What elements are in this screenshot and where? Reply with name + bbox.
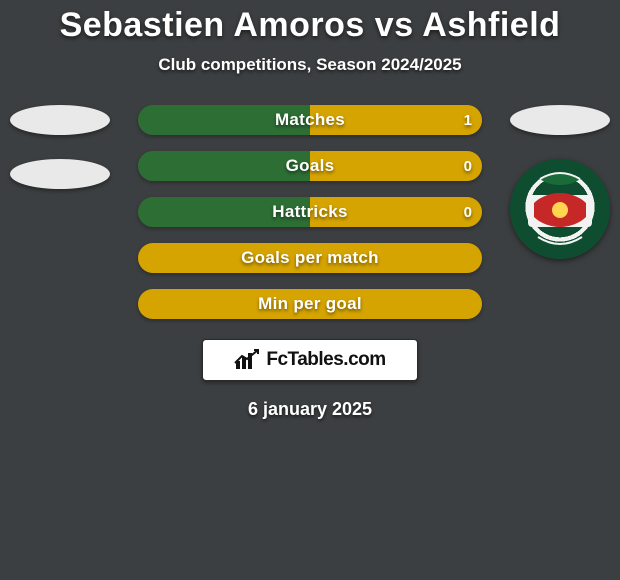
club-left-ellipse bbox=[10, 159, 110, 189]
stat-bar-label: Goals bbox=[138, 151, 482, 181]
stat-bar: Goals per match bbox=[138, 243, 482, 273]
stats-area: Matches1Goals0Hattricks0Goals per matchM… bbox=[0, 105, 620, 335]
page-subtitle: Club competitions, Season 2024/2025 bbox=[0, 55, 620, 75]
stat-bar-right-value: 0 bbox=[454, 151, 482, 181]
stat-bar-label: Matches bbox=[138, 105, 482, 135]
club-right-column bbox=[510, 105, 610, 259]
stat-bar-right-value bbox=[462, 289, 482, 319]
stat-bar: Min per goal bbox=[138, 289, 482, 319]
stat-bar-left-value bbox=[138, 197, 158, 227]
stat-bar-label: Min per goal bbox=[138, 289, 482, 319]
chart-icon bbox=[234, 349, 260, 371]
club-right-badge bbox=[510, 159, 610, 259]
stat-bar: Hattricks0 bbox=[138, 197, 482, 227]
stat-bar-left-value bbox=[138, 243, 158, 273]
stat-bar-label: Hattricks bbox=[138, 197, 482, 227]
stat-bar-left-value bbox=[138, 289, 158, 319]
stat-bar-right-value: 0 bbox=[454, 197, 482, 227]
stat-bars: Matches1Goals0Hattricks0Goals per matchM… bbox=[138, 105, 482, 319]
stat-bar: Goals0 bbox=[138, 151, 482, 181]
stat-bar-right-value: 1 bbox=[454, 105, 482, 135]
stat-bar-left-value bbox=[138, 151, 158, 181]
club-left-column bbox=[10, 105, 110, 213]
generation-date: 6 january 2025 bbox=[0, 399, 620, 420]
comparison-infographic: Sebastien Amoros vs Ashfield Club compet… bbox=[0, 0, 620, 580]
branding-text: FcTables.com bbox=[266, 349, 385, 371]
shield-icon bbox=[510, 159, 610, 259]
stat-bar-left-value bbox=[138, 105, 158, 135]
branding-badge: FcTables.com bbox=[202, 339, 418, 381]
stat-bar: Matches1 bbox=[138, 105, 482, 135]
page-title: Sebastien Amoros vs Ashfield bbox=[0, 6, 620, 45]
stat-bar-label: Goals per match bbox=[138, 243, 482, 273]
club-left-ellipse bbox=[10, 105, 110, 135]
stat-bar-right-value bbox=[462, 243, 482, 273]
club-right-ellipse bbox=[510, 105, 610, 135]
